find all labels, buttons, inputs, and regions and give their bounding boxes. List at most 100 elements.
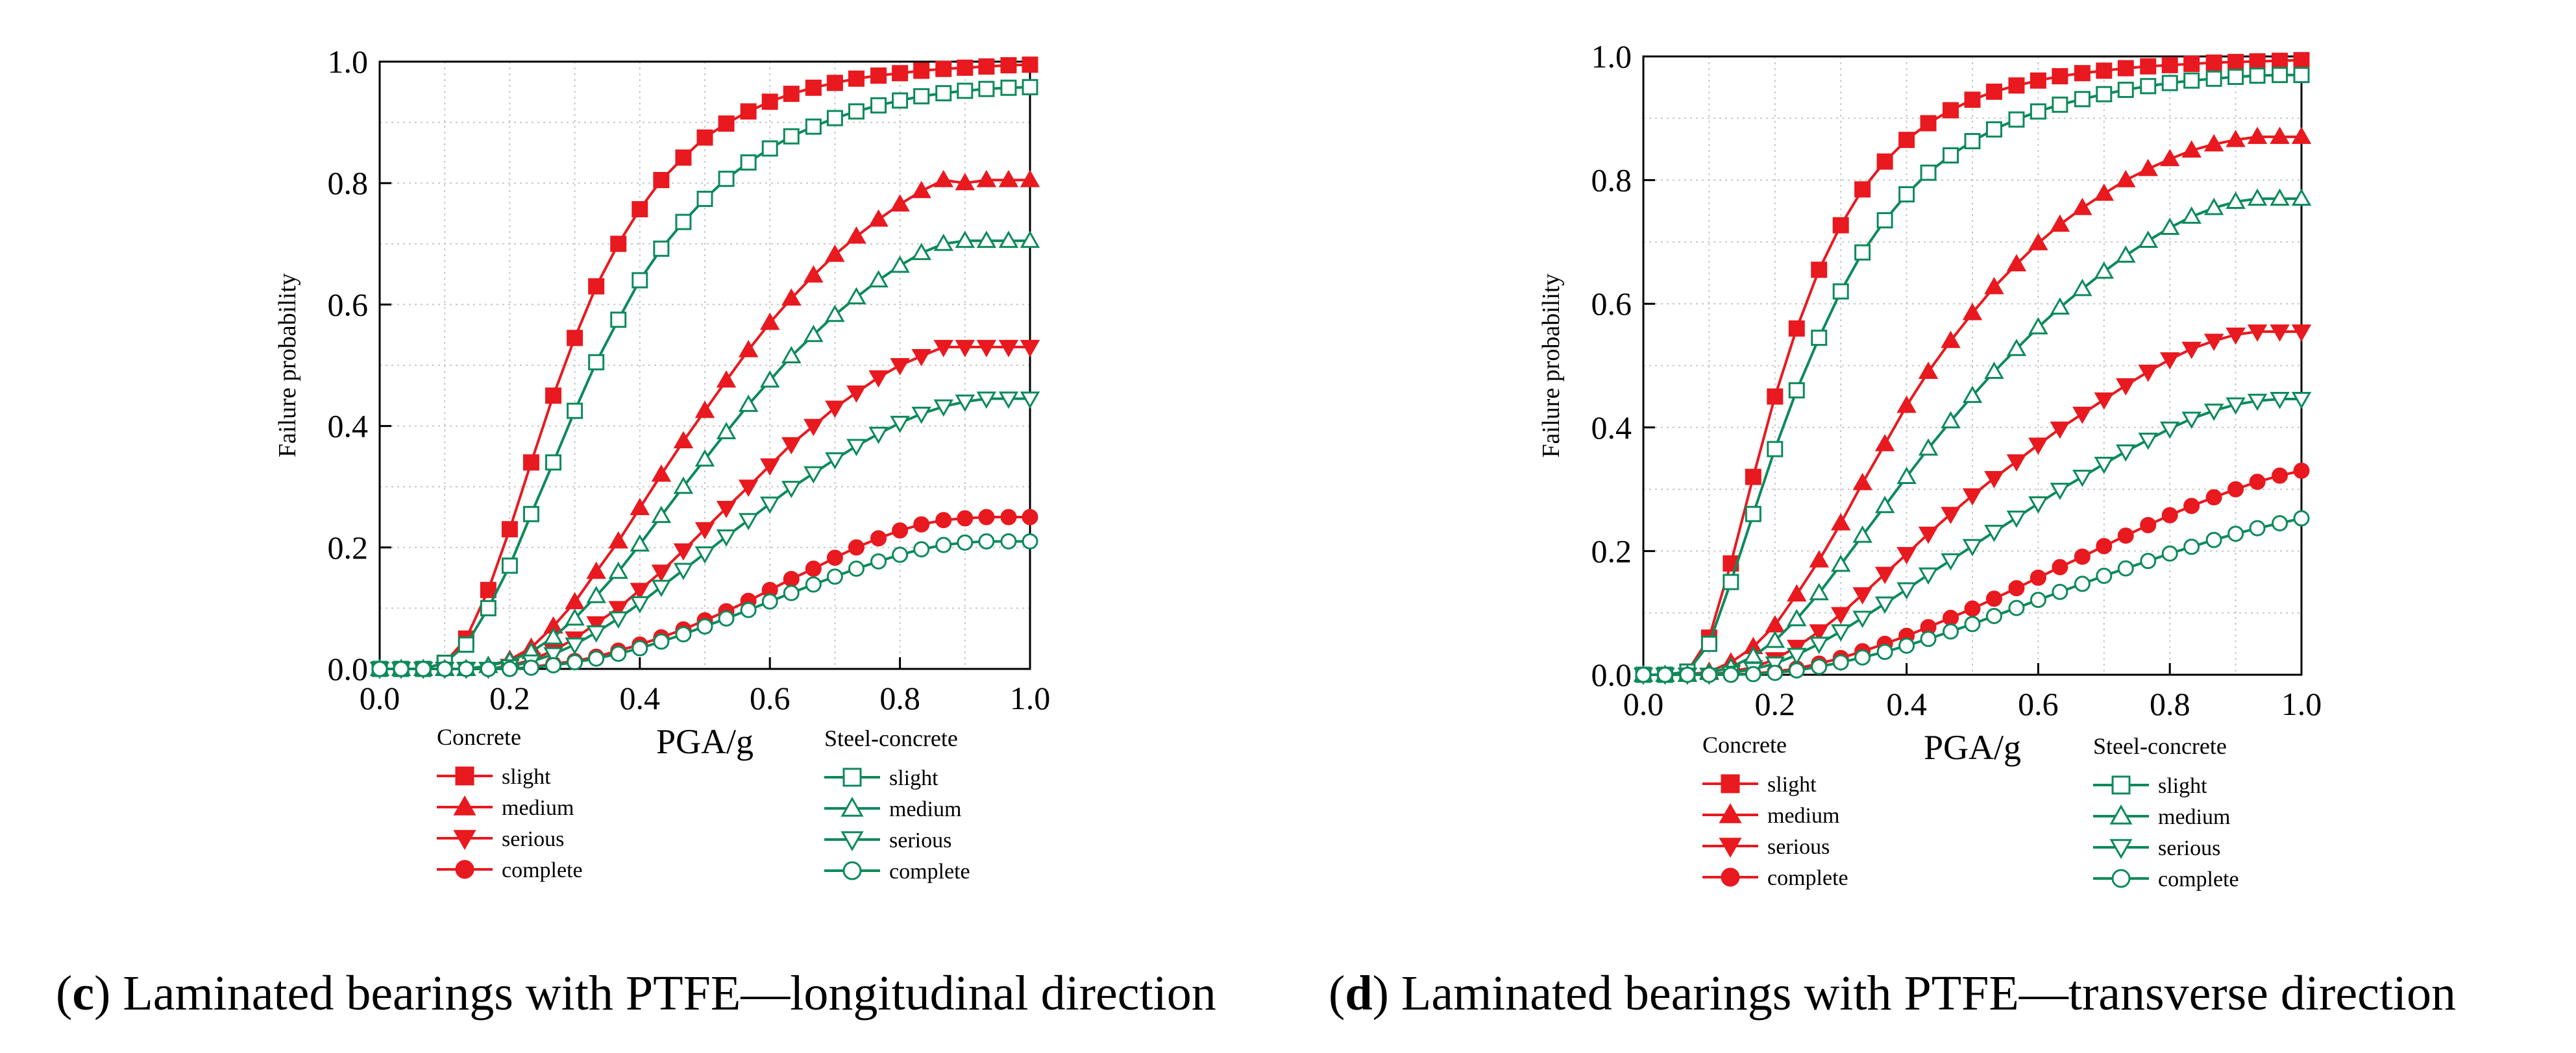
data-point-steel-serious [608,611,628,629]
data-point-concrete-slight [2074,65,2091,82]
data-point-concrete-medium [1852,472,1872,490]
legend-label-steel-slight: slight [2158,774,2207,798]
legend-concrete: Concrete slight medium serious complete [437,724,583,882]
legend-steel: Steel-concrete slight medium serious complet… [2093,733,2239,891]
data-point-steel-complete [2074,575,2091,592]
legend-label-steel-serious: serious [889,829,951,853]
data-point-concrete-serious [1809,624,1829,642]
data-point-steel-complete [2249,520,2266,537]
legend-marker-steel-complete [2111,869,2131,888]
data-point-steel-complete [913,541,930,558]
data-point-steel-slight [1964,133,1981,150]
x-tick-label: 0.0 [1623,686,1664,722]
data-point-steel-slight [501,557,518,574]
caption-d-label: d [1345,966,1373,1021]
data-point-steel-slight [2074,91,2091,108]
data-point-concrete-medium [738,339,759,357]
chart-d: 0.0 0.2 0.4 0.6 0.8 1.0 0.0 0.2 0.4 0.6 0.8 1.0 PGA/… [1538,38,2322,891]
data-point-concrete-complete [2074,548,2091,565]
data-point-steel-serious [1830,624,1851,642]
data-point-concrete-serious [1984,470,2004,489]
data-point-concrete-serious [2072,406,2092,424]
data-point-steel-medium [976,230,997,248]
data-point-steel-serious [1852,611,1872,628]
y-tick-label: 0.0 [328,651,369,687]
data-point-steel-serious [1941,553,1961,571]
data-point-concrete-complete [2030,569,2046,586]
data-point-steel-serious [803,466,824,484]
series-concrete-slight [1635,52,2310,683]
data-point-steel-serious [1918,567,1939,585]
data-point-steel-medium [738,394,759,412]
data-point-concrete-slight [870,67,887,84]
legend-marker-concrete-serious [453,830,476,850]
data-point-concrete-medium [2159,149,2180,167]
data-point-concrete-slight [2272,53,2288,69]
data-point-steel-serious [759,496,780,514]
data-point-concrete-serious [2138,365,2158,382]
data-point-concrete-serious [2094,392,2115,410]
data-point-concrete-complete [2249,474,2266,490]
data-point-steel-slight [1876,212,1893,229]
legend-steel-title: Steel-concrete [824,725,958,751]
data-point-concrete-slight [1788,320,1805,337]
data-point-concrete-serious [1874,566,1895,585]
y-tick-label: 0.4 [328,408,369,444]
data-point-steel-slight [1832,283,1849,300]
series-steel-complete [1635,510,2310,683]
data-point-concrete-medium [933,169,953,188]
data-point-concrete-slight [1767,388,1784,405]
data-point-concrete-complete [826,550,843,566]
data-point-steel-complete [892,546,909,563]
data-point-steel-complete [2096,568,2113,585]
data-point-concrete-slight [2183,55,2200,72]
legend-label-concrete-medium: medium [502,796,574,820]
data-point-concrete-slight [1920,115,1937,132]
data-point-steel-serious [2116,444,2136,462]
data-point-concrete-serious [608,601,628,619]
data-point-steel-medium [1020,230,1040,248]
data-point-steel-medium [1941,411,1961,429]
data-point-steel-slight [718,171,735,188]
data-point-steel-slight [2096,86,2113,103]
data-point-steel-slight [1788,382,1805,399]
data-point-steel-complete [957,534,974,551]
data-point-steel-complete [371,660,388,677]
data-point-concrete-serious [2203,333,2224,352]
data-point-steel-slight [826,110,843,127]
data-point-concrete-medium [2226,129,2246,147]
data-point-concrete-serious [2226,327,2246,345]
data-point-steel-medium [803,324,824,343]
data-point-concrete-medium [2006,254,2027,272]
legend-marker-concrete-slight [1721,774,1740,793]
data-point-concrete-complete [1000,509,1017,526]
data-point-steel-serious [673,563,694,581]
data-point-concrete-medium [846,226,866,244]
data-point-concrete-slight [696,129,713,146]
data-point-steel-medium [955,230,975,248]
data-point-concrete-complete [2140,516,2157,533]
data-point-steel-serious [911,406,931,424]
data-point-steel-medium [2050,297,2070,315]
data-point-steel-complete [1679,666,1696,683]
data-point-steel-complete [978,533,995,550]
data-point-concrete-medium [2028,233,2048,250]
data-point-steel-slight [935,85,952,102]
data-point-steel-complete [522,659,539,676]
data-point-steel-slight [783,128,800,145]
data-point-concrete-complete [848,539,865,556]
data-point-concrete-medium [759,312,780,330]
y-tick-label: 0.0 [1591,657,1632,693]
data-point-steel-complete [805,576,822,593]
x-tick-label: 0.6 [2018,686,2059,722]
data-point-steel-slight [2293,67,2310,84]
data-point-concrete-medium [1941,330,1961,348]
data-point-concrete-serious [781,437,802,455]
data-point-steel-slight [892,92,909,109]
data-point-steel-medium [2181,206,2202,224]
data-point-steel-medium [890,255,910,273]
data-point-steel-medium [1809,583,1829,601]
x-tick-label: 0.2 [1755,686,1796,722]
data-point-concrete-slight [2205,54,2222,71]
data-point-steel-serious [1809,636,1829,655]
